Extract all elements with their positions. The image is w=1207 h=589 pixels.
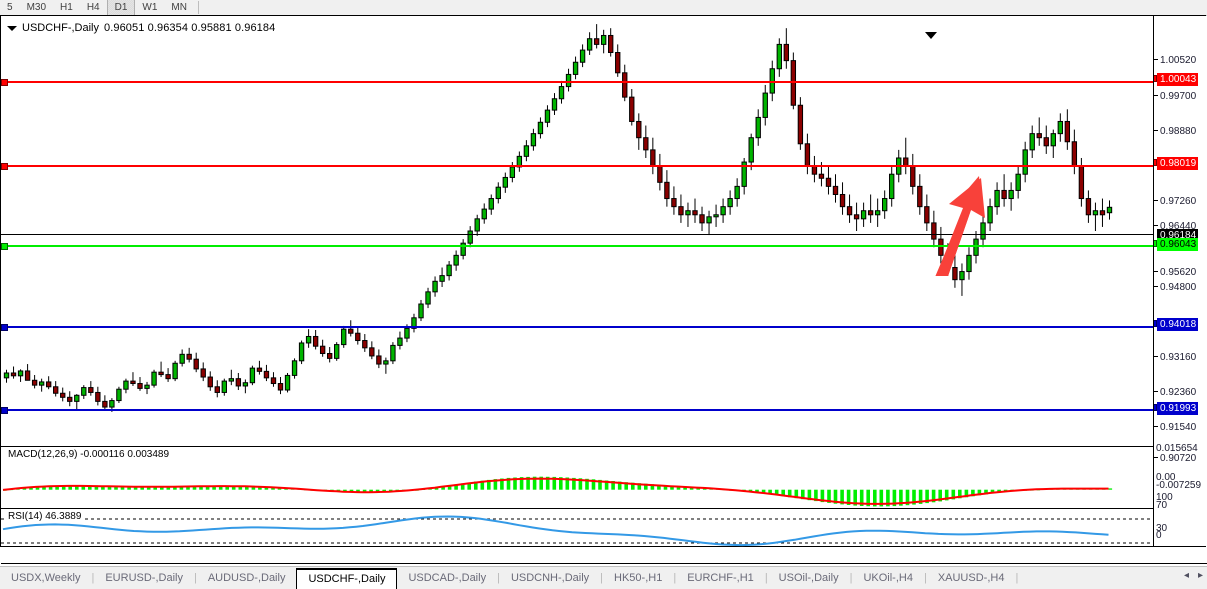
level-line-resistance-2[interactable] bbox=[1, 165, 1153, 167]
timeframe-5[interactable]: 5 bbox=[7, 2, 13, 13]
subpane-tick-2: -0.007259 bbox=[1156, 480, 1202, 491]
axis-level-anchor-3[interactable] bbox=[1154, 240, 1157, 247]
price-level-label-blue-5[interactable]: 0.91993 bbox=[1157, 402, 1199, 415]
level-line-support-green[interactable] bbox=[1, 245, 1153, 247]
chart-tab-xauusd--h4[interactable]: XAUUSD-,H4 bbox=[937, 572, 1005, 584]
price-level-label-red-1[interactable]: 0.98019 bbox=[1157, 157, 1199, 170]
price-tick-6: 0.94800 bbox=[1154, 282, 1196, 293]
timeframe-toolbar: 5 M30 H1 H4 D1 W1 MN bbox=[0, 0, 1207, 16]
chart-tab-eurchf--h1[interactable]: EURCHF-,H1 bbox=[687, 572, 754, 584]
macd-pane[interactable]: MACD(12,26,9) -0.000116 0.003489 bbox=[1, 446, 1153, 508]
price-tick-5: 0.95620 bbox=[1154, 267, 1196, 278]
timeframe-M30[interactable]: M30 bbox=[26, 2, 47, 13]
level-anchor-resistance-1[interactable] bbox=[1, 79, 8, 86]
axis-level-anchor-5[interactable] bbox=[1154, 404, 1157, 411]
tab-divider: | bbox=[193, 572, 197, 584]
chart-tabbar: USDX,Weekly | EURUSD-,Daily | AUDUSD-,Daily U… bbox=[0, 566, 1207, 589]
price-pane[interactable] bbox=[1, 16, 1153, 446]
price-tick-9: 0.91540 bbox=[1154, 422, 1196, 433]
symbol-header[interactable]: USDCHF-,Daily 0.96051 0.96354 0.95881 0.… bbox=[7, 22, 275, 34]
level-line-resistance-1[interactable] bbox=[1, 81, 1153, 83]
tab-divider: | bbox=[91, 572, 95, 584]
price-level-label-red-0[interactable]: 1.00043 bbox=[1157, 73, 1199, 86]
price-tick-10: 0.90720 bbox=[1154, 453, 1196, 464]
price-level-label-blue-4[interactable]: 0.94018 bbox=[1157, 318, 1199, 331]
price-tick-1: 0.99700 bbox=[1154, 91, 1196, 102]
tab-divider: | bbox=[1015, 572, 1019, 584]
chart-tab-usdx-weekly[interactable]: USDX,Weekly bbox=[11, 572, 81, 584]
tab-divider: | bbox=[764, 572, 768, 584]
chart-period-marker-icon bbox=[925, 32, 937, 39]
axis-level-anchor-0[interactable] bbox=[1154, 75, 1157, 82]
chevron-left-icon[interactable]: ◂ bbox=[1183, 570, 1189, 581]
symbol-ohlc: 0.96051 0.96354 0.95881 0.96184 bbox=[104, 22, 276, 34]
toolbar-divider bbox=[197, 1, 199, 14]
chevron-right-icon[interactable]: ▸ bbox=[1197, 570, 1203, 581]
level-line-support-blue-1[interactable] bbox=[1, 326, 1153, 328]
timeframe-list: 5 M30 H1 H4 D1 W1 MN bbox=[0, 0, 203, 15]
chart-tabs: USDX,Weekly | EURUSD-,Daily | AUDUSD-,Daily U… bbox=[0, 567, 1018, 589]
axis-level-anchor-1[interactable] bbox=[1154, 159, 1157, 166]
tab-divider: | bbox=[849, 572, 853, 584]
caret-down-icon[interactable] bbox=[7, 25, 17, 31]
subpane-tick-1: 0.00 bbox=[1156, 472, 1176, 483]
bullish-arrow-annotation[interactable] bbox=[901, 156, 1021, 276]
chart-tab-usdcnh--daily[interactable]: USDCNH-,Daily bbox=[510, 572, 590, 584]
subpane-tick-6: 0 bbox=[1156, 530, 1162, 541]
timeframe-MN[interactable]: MN bbox=[171, 2, 187, 13]
candlestick-series bbox=[3, 24, 1113, 412]
chart-tab-hk50--h1[interactable]: HK50-,H1 bbox=[614, 572, 663, 584]
chart-tab-eurusd--daily[interactable]: EURUSD-,Daily bbox=[105, 572, 183, 584]
timeframe-H1[interactable]: H1 bbox=[60, 2, 73, 13]
current-price-line bbox=[1, 234, 1153, 235]
chart-frame[interactable]: USDCHF-,Daily 0.96051 0.96354 0.95881 0.… bbox=[0, 15, 1207, 582]
level-anchor-support-blue-2[interactable] bbox=[1, 407, 8, 414]
chart-tab-ukoil--h4[interactable]: UKOil-,H4 bbox=[863, 572, 913, 584]
rsi-series bbox=[1, 515, 1153, 547]
macd-series bbox=[2, 476, 1113, 507]
macd-label: MACD(12,26,9) -0.000116 0.003489 bbox=[6, 449, 172, 460]
price-tick-8: 0.92360 bbox=[1154, 387, 1196, 398]
chart-tab-usdchf--daily[interactable]: USDCHF-,Daily bbox=[296, 567, 398, 589]
level-anchor-resistance-2[interactable] bbox=[1, 163, 8, 170]
timeframe-D1[interactable]: D1 bbox=[106, 0, 136, 15]
price-level-label-green-3[interactable]: 0.96043 bbox=[1157, 238, 1199, 251]
tab-divider: | bbox=[600, 572, 604, 584]
subpane-tick-3: 100 bbox=[1156, 492, 1173, 503]
price-tick-7: 0.93160 bbox=[1154, 352, 1196, 363]
chart-tab-audusd--daily[interactable]: AUDUSD-,Daily bbox=[207, 572, 286, 584]
rsi-pane[interactable]: RSI(14) 46.3889 bbox=[1, 508, 1153, 554]
price-tick-3: 0.97260 bbox=[1154, 196, 1196, 207]
price-tick-2: 0.98880 bbox=[1154, 126, 1196, 137]
price-tick-0: 1.00520 bbox=[1154, 55, 1196, 66]
subpane-tick-0: 0.015654 bbox=[1156, 443, 1198, 454]
timeframe-W1[interactable]: W1 bbox=[142, 2, 158, 13]
price-axis[interactable]: 1.00520 0.99700 0.98880 0.97260 0.96440 0.956… bbox=[1153, 16, 1206, 546]
level-anchor-support-green[interactable] bbox=[1, 243, 8, 250]
level-anchor-support-blue-1[interactable] bbox=[1, 324, 8, 331]
axis-level-anchor-4[interactable] bbox=[1154, 320, 1157, 327]
subpane-tick-4: 70 bbox=[1156, 500, 1168, 511]
tab-divider: | bbox=[923, 572, 927, 584]
tab-divider: | bbox=[673, 572, 677, 584]
level-line-support-blue-2[interactable] bbox=[1, 409, 1153, 411]
rsi-label: RSI(14) 46.3889 bbox=[6, 511, 84, 522]
timeframe-H4[interactable]: H4 bbox=[86, 2, 100, 13]
chart-tab-usdcad--daily[interactable]: USDCAD-,Daily bbox=[408, 572, 487, 584]
subpane-tick-5: 30 bbox=[1156, 523, 1168, 534]
chart-tab-usoil--daily[interactable]: USOil-,Daily bbox=[778, 572, 839, 584]
price-tick-4: 0.96440 bbox=[1154, 221, 1196, 232]
symbol-name: USDCHF-,Daily bbox=[22, 22, 99, 34]
tab-scroll-controls[interactable]: ◂ ▸ bbox=[1184, 570, 1203, 581]
tab-divider: | bbox=[497, 572, 500, 584]
